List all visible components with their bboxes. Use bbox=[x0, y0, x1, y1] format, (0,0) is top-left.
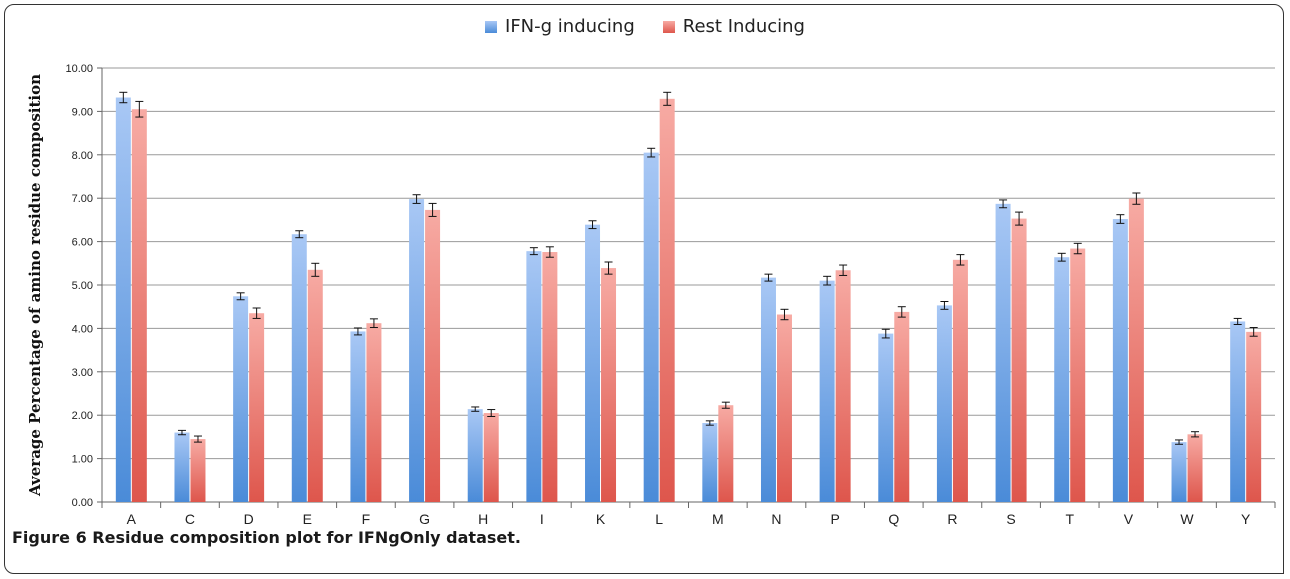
bar-rest-H bbox=[483, 413, 499, 502]
x-tick-label: F bbox=[362, 511, 371, 527]
y-tick-label: 8.00 bbox=[72, 150, 93, 162]
y-tick-label: 7.00 bbox=[72, 193, 93, 205]
legend-label-rest: Rest Inducing bbox=[682, 16, 805, 37]
y-tick-label: 2.00 bbox=[72, 410, 93, 422]
bar-rest-A bbox=[131, 109, 147, 502]
x-tick-label: A bbox=[127, 511, 137, 527]
legend-swatch-ifn bbox=[485, 20, 498, 33]
bars bbox=[115, 91, 1262, 503]
x-tick-label: N bbox=[771, 511, 781, 527]
bar-rest-R bbox=[952, 259, 968, 502]
bar-rest-G bbox=[425, 209, 441, 502]
y-tick-label: 1.00 bbox=[72, 454, 93, 466]
bar-rest-T bbox=[1070, 248, 1086, 502]
bar-ifn-P bbox=[819, 280, 835, 502]
y-tick-label: 6.00 bbox=[72, 237, 93, 249]
x-tick-label: Q bbox=[888, 511, 899, 527]
axis-labels: 0.00 1.00 2.00 3.00 4.00 5.00 6.00 7.00 8.00 9.00… bbox=[65, 63, 1251, 527]
x-tick-label: G bbox=[419, 511, 430, 527]
bar-ifn-Y bbox=[1230, 321, 1246, 502]
legend-item-rest: Rest Inducing bbox=[662, 16, 805, 37]
bar-rest-C bbox=[190, 439, 206, 502]
bar-ifn-M bbox=[702, 423, 718, 502]
bar-rest-P bbox=[835, 270, 851, 502]
bar-rest-V bbox=[1128, 198, 1144, 502]
bar-rest-L bbox=[659, 98, 675, 503]
bar-ifn-W bbox=[1171, 442, 1187, 502]
bar-rest-N bbox=[776, 314, 792, 502]
chart-legend: IFN-g inducing Rest Inducing bbox=[0, 16, 1290, 37]
bar-rest-S bbox=[1011, 218, 1027, 502]
y-tick-label: 0.00 bbox=[72, 497, 93, 509]
y-axis-title: Average Percentage of amino residue comp… bbox=[26, 74, 44, 497]
bar-rest-D bbox=[249, 313, 265, 502]
x-tick-label: I bbox=[540, 511, 544, 527]
x-tick-label: C bbox=[185, 511, 195, 527]
y-tick-label: 3.00 bbox=[72, 367, 93, 379]
x-tick-label: S bbox=[1006, 511, 1015, 527]
bar-ifn-I bbox=[526, 251, 542, 502]
x-tick-label: L bbox=[655, 511, 663, 527]
axes bbox=[97, 67, 1276, 508]
legend-swatch-rest bbox=[662, 20, 675, 33]
bar-rest-F bbox=[366, 323, 382, 502]
bar-ifn-C bbox=[174, 432, 190, 502]
bar-ifn-L bbox=[643, 152, 659, 502]
bar-ifn-H bbox=[467, 409, 483, 502]
legend-item-ifn: IFN-g inducing bbox=[485, 16, 635, 37]
x-tick-label: Y bbox=[1241, 511, 1251, 527]
bar-rest-Q bbox=[894, 311, 910, 502]
bar-ifn-V bbox=[1112, 219, 1128, 503]
bar-rest-I bbox=[542, 252, 558, 502]
bar-ifn-Q bbox=[878, 333, 894, 502]
bar-ifn-D bbox=[233, 296, 249, 502]
bar-rest-Y bbox=[1246, 331, 1262, 502]
x-tick-label: E bbox=[303, 511, 312, 527]
bar-rest-M bbox=[718, 405, 734, 502]
x-tick-label: R bbox=[947, 511, 957, 527]
x-tick-label: M bbox=[712, 511, 724, 527]
bar-ifn-G bbox=[409, 199, 425, 502]
bar-rest-W bbox=[1187, 434, 1203, 502]
grid-lines bbox=[102, 67, 1275, 503]
legend-label-ifn: IFN-g inducing bbox=[505, 16, 635, 37]
figure-caption: Figure 6 Residue composition plot for IF… bbox=[12, 528, 521, 547]
x-tick-label: W bbox=[1180, 511, 1194, 527]
bar-rest-K bbox=[601, 268, 617, 502]
bar-ifn-E bbox=[291, 234, 307, 503]
bar-rest-E bbox=[307, 269, 323, 502]
bar-ifn-N bbox=[760, 277, 776, 502]
x-tick-label: P bbox=[830, 511, 839, 527]
y-tick-label: 4.00 bbox=[72, 323, 93, 335]
bar-ifn-K bbox=[585, 224, 601, 502]
bar-ifn-F bbox=[350, 331, 366, 502]
y-tick-label: 9.00 bbox=[72, 106, 93, 118]
bar-ifn-A bbox=[115, 97, 131, 503]
y-tick-label: 5.00 bbox=[72, 280, 93, 292]
x-tick-label: V bbox=[1124, 511, 1134, 527]
bar-ifn-S bbox=[995, 203, 1011, 503]
y-tick-label: 10.00 bbox=[65, 63, 93, 75]
x-tick-label: K bbox=[596, 511, 606, 527]
bar-ifn-T bbox=[1054, 257, 1070, 502]
x-tick-label: H bbox=[478, 511, 488, 527]
caption-text: Figure 6 Residue composition plot for IF… bbox=[12, 528, 521, 547]
x-tick-label: T bbox=[1065, 511, 1074, 527]
x-tick-label: D bbox=[244, 511, 254, 527]
bar-ifn-R bbox=[936, 305, 952, 502]
